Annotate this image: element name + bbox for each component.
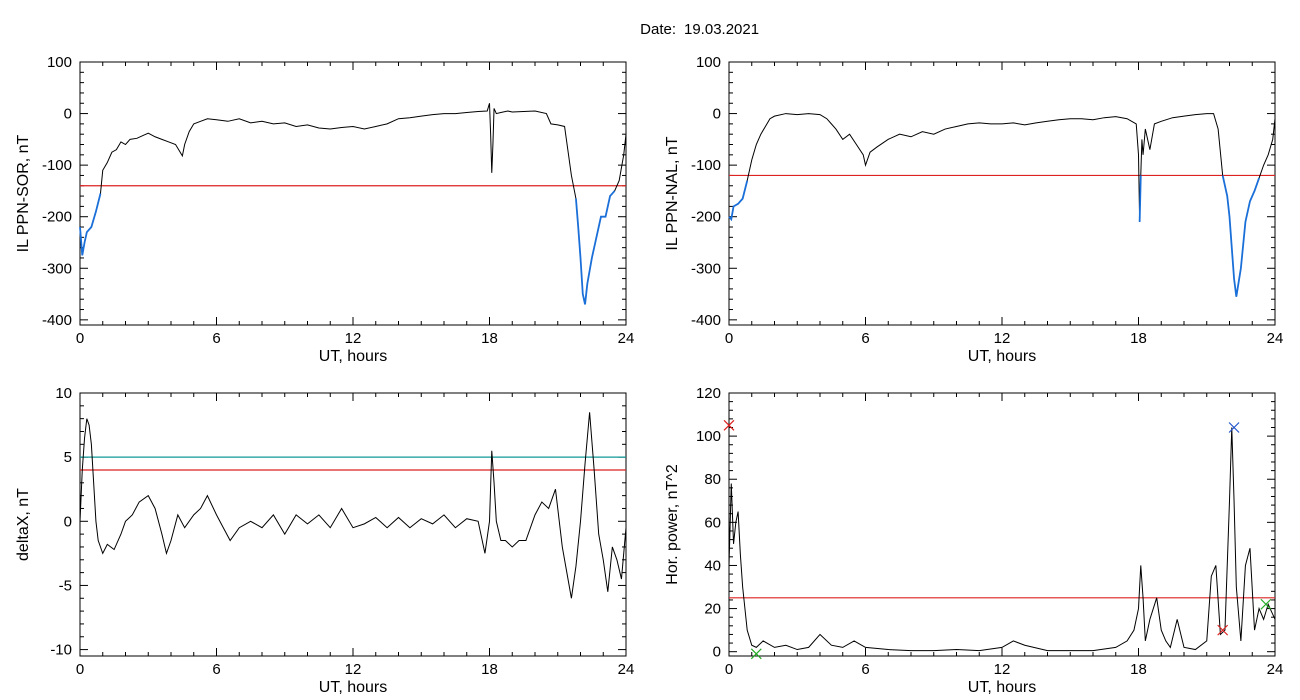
marker-green [1260,598,1272,610]
plot-frame [79,392,627,657]
x-tick-label: 6 [212,330,220,347]
x-tick-label: 18 [1130,330,1147,347]
y-tick-label: 60 [704,514,721,531]
y-tick-label: 80 [704,471,721,488]
y-tick-label: -400 [691,312,721,329]
x-tick-label: 6 [212,661,220,678]
y-tick-label: 100 [47,54,72,71]
y-tick-label: 120 [696,385,721,402]
x-axis-label: UT, hours [319,348,387,365]
y-axis-label: IL PPN-NAL, nT [664,136,681,250]
x-tick-label: 0 [725,330,733,347]
highlight-segment [1221,175,1260,297]
y-tick-label: 40 [704,557,721,574]
x-tick-label: 18 [481,330,498,347]
x-tick-label: 6 [861,661,869,678]
marker-red [1217,624,1229,636]
y-axis-label: Hor. power, nT^2 [664,464,681,585]
marker-stroke [1217,624,1229,636]
plot-frame [728,392,1276,657]
y-tick-label: -400 [42,312,72,329]
y-tick-label: 10 [55,385,72,402]
x-tick-label: 12 [994,661,1011,678]
x-tick-label: 6 [861,330,869,347]
series-line [728,113,1276,297]
y-tick-label: 0 [64,106,72,123]
y-tick-label: 5 [64,449,72,466]
chart-panel-deltax: 0 6 12 18 24 -10 -5 0 5 10 UT, hours deltaX, nT [15,385,634,696]
marker-blue [1228,422,1240,433]
series-line [79,103,627,305]
y-tick-label: -100 [691,157,721,174]
x-tick-label: 0 [76,330,84,347]
x-tick-label: 24 [618,330,635,347]
highlight-segment [728,180,749,222]
x-axis-label: UT, hours [319,679,387,696]
y-tick-label: -100 [42,157,72,174]
x-tick-label: 0 [76,661,84,678]
marker-green [750,648,762,660]
y-tick-label: -5 [59,577,72,594]
y-tick-label: 0 [713,644,721,661]
x-axis-label: UT, hours [968,679,1036,696]
x-tick-label: 18 [481,661,498,678]
y-tick-label: -200 [42,209,72,226]
y-tick-label: 0 [64,513,72,530]
highlight-segment [79,193,102,256]
date-value: 19.03.2021 [684,21,759,38]
marker-red [723,419,735,431]
highlight-segment [575,190,616,305]
plot-frame [728,61,1276,326]
y-axis-label: deltaX, nT [15,488,32,561]
x-tick-label: 0 [725,661,733,678]
marker-stroke [1260,598,1272,610]
x-tick-label: 18 [1130,661,1147,678]
x-tick-label: 24 [618,661,635,678]
x-tick-label: 24 [1267,330,1284,347]
y-tick-label: 100 [696,428,721,445]
y-axis-label: IL PPN-SOR, nT [15,134,32,252]
y-tick-label: -10 [50,642,72,659]
y-tick-label: 0 [713,106,721,123]
marker-stroke [1228,422,1240,433]
chart-panel-nal: 0 6 12 18 24 -400 -300 -200 -100 0 100 UT, hours IL … [664,54,1283,365]
chart-panel-hor-power: 0 6 12 18 24 0 20 40 60 80 100 120 UT, hours Hor. pow… [664,385,1283,696]
y-tick-label: 100 [696,54,721,71]
x-tick-label: 12 [994,330,1011,347]
y-tick-label: -300 [42,260,72,277]
plot-frame [79,61,627,326]
highlight-segment [1138,175,1142,222]
marker-stroke [750,648,762,660]
series-line [79,412,627,599]
x-tick-label: 24 [1267,661,1284,678]
x-tick-label: 12 [345,661,362,678]
date-label: Date: [640,21,676,38]
x-axis-label: UT, hours [968,348,1036,365]
y-tick-label: 20 [704,601,721,618]
y-tick-label: -200 [691,209,721,226]
marker-stroke [723,419,735,431]
y-tick-label: -300 [691,260,721,277]
x-tick-label: 12 [345,330,362,347]
chart-panel-sor: 0 6 12 18 24 -400 -300 -200 -100 0 100 UT, hours IL … [15,54,634,365]
series-line [728,427,1276,652]
